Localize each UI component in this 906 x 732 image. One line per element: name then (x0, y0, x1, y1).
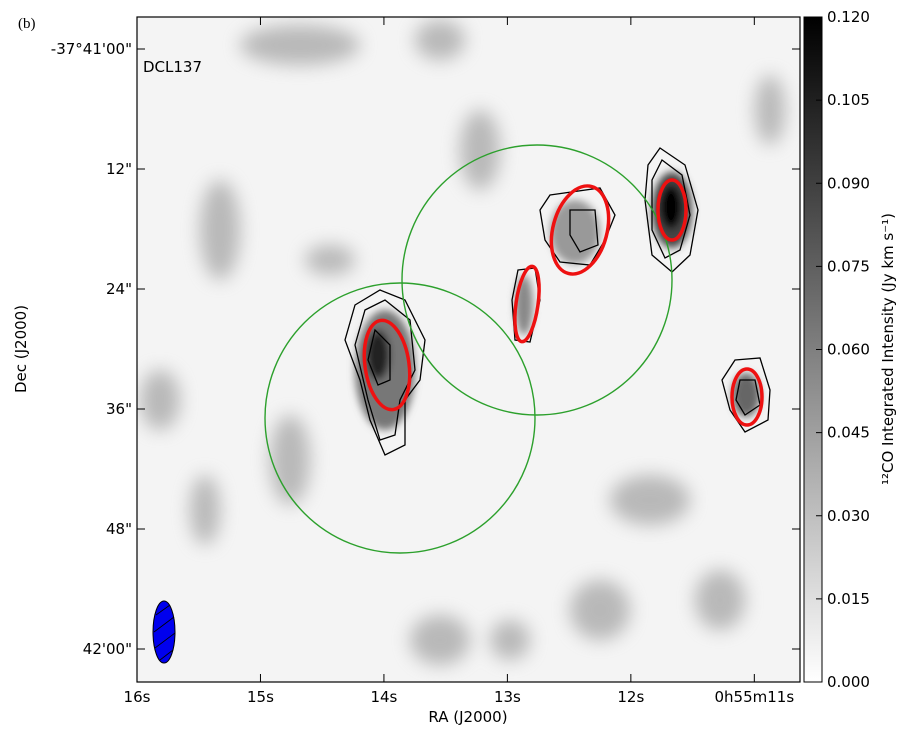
y-tick-label: 36" (106, 400, 132, 418)
x-tick-label: 16s (124, 688, 151, 706)
x-tick-label: 15s (247, 688, 274, 706)
colorbar-tick-label: 0.030 (827, 507, 870, 525)
colorbar-tick-label: 0.015 (827, 590, 870, 608)
y-tick-label: -37°41'00" (51, 40, 132, 58)
colorbar-tick-label: 0.075 (827, 257, 870, 275)
y-tick-label: 48" (106, 520, 132, 538)
colorbar-tick-label: 0.090 (827, 174, 870, 192)
source-label: DCL137 (143, 58, 202, 76)
x-tick-label: 12s (617, 688, 644, 706)
x-axis-label: RA (J2000) (428, 708, 507, 726)
colorbar-tick-label: 0.045 (827, 424, 870, 442)
intensity-map (137, 17, 800, 682)
colorbar-tick-label: 0.060 (827, 341, 870, 359)
colorbar-tick-label: 0.105 (827, 91, 870, 109)
panel-label: (b) (18, 16, 36, 32)
x-tick-label: 0h55m11s (714, 688, 794, 706)
y-tick-label: 42'00" (83, 640, 132, 658)
y-tick-label: 12" (106, 160, 132, 178)
x-tick-label: 14s (370, 688, 397, 706)
colorbar-tick-label: 0.120 (827, 8, 870, 26)
y-tick-label: 24" (106, 280, 132, 298)
plot-frame (136, 16, 801, 683)
y-axis-label: Dec (J2000) (12, 305, 30, 393)
colorbar-tick-label: 0.000 (827, 673, 870, 691)
x-tick-label: 13s (494, 688, 521, 706)
colorbar-label: ¹²CO Integrated Intensity (Jy km s⁻¹) (879, 213, 897, 485)
